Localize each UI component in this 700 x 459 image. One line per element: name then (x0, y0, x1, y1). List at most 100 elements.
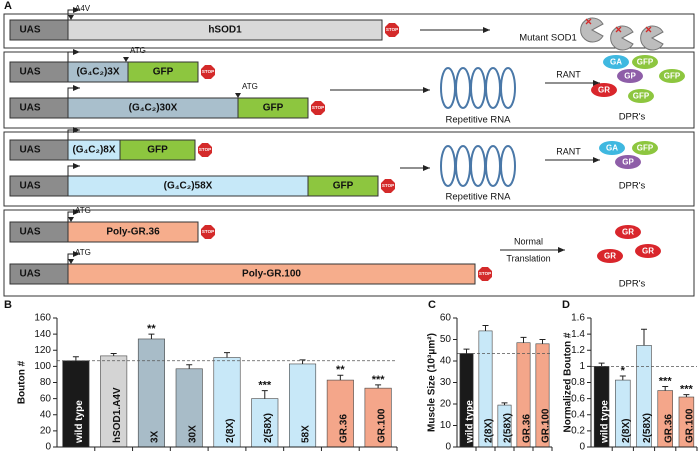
dpr-label: GFP (637, 58, 654, 67)
significance: ** (147, 323, 156, 335)
dpr-label: GFP (637, 144, 654, 153)
x-tick-label: wild type (74, 400, 85, 444)
error-bar (641, 328, 647, 346)
panel-label: D (562, 299, 570, 311)
y-tick-label: 60 (440, 313, 452, 324)
rna-coil (440, 67, 456, 109)
stop-sign (384, 22, 400, 38)
promoter-arrow (67, 127, 80, 140)
protein-icon (640, 25, 664, 51)
y-axis-label: Normalized Bouton # (563, 332, 574, 432)
stop-label: STOP (479, 271, 491, 276)
panel-label: A (4, 0, 12, 12)
stop-label: STOP (312, 105, 324, 110)
dpr-icon (591, 83, 617, 97)
promoter-label: UAS (19, 227, 40, 238)
x-tick-label: wild type (600, 400, 611, 444)
x-tick-label: GR.100 (541, 408, 552, 443)
site-marker (235, 93, 241, 98)
rna-coil (470, 145, 486, 187)
construct-segment (127, 61, 199, 83)
error-bar (501, 402, 508, 406)
y-tick-label: 0 (579, 442, 585, 453)
y-tick-label: 50 (440, 334, 452, 345)
dpr-label: GR (598, 86, 610, 95)
dpr-label: GFP (633, 92, 650, 101)
x-tick-label: 58X (301, 425, 312, 443)
dpr-label: GA (606, 144, 618, 153)
dpr-icon (615, 225, 641, 239)
y-tick-label: 10 (440, 420, 452, 431)
x-tick-label: 3X (150, 430, 161, 443)
y-tick-label: 1.4 (571, 329, 585, 340)
error-bar (463, 348, 470, 354)
dpr-label: GR (642, 247, 654, 256)
site-label: A4V (75, 4, 91, 13)
promoter-label: UAS (19, 67, 40, 78)
stop-sign (310, 100, 326, 116)
segment-label: Poly-GR.100 (242, 269, 301, 280)
x-tick-label: 2(8X) (621, 419, 632, 443)
x-tick-label: GR.100 (685, 408, 696, 443)
x-tick-label: hSOD1.A4V (112, 387, 123, 443)
panel-label: C (428, 299, 436, 311)
intermediate-label: Repetitive RNA (446, 192, 512, 203)
y-tick-label: 1.6 (571, 313, 585, 324)
axes (590, 318, 697, 448)
error-bar (598, 362, 605, 367)
rna-coil (500, 67, 516, 109)
y-tick-label: 0.6 (571, 393, 585, 404)
significance: *** (680, 384, 694, 396)
site-marker (123, 57, 129, 62)
stop-sign (380, 178, 396, 194)
y-tick-label: 1.2 (571, 345, 585, 356)
y-tick-label: 160 (34, 313, 51, 324)
segment-label: (G₄C₂)3X (76, 67, 119, 78)
error-bar (110, 352, 117, 356)
bar (62, 360, 90, 448)
x-tick-label: 2(58X) (503, 413, 514, 443)
process-label: RANT (556, 146, 581, 156)
dpr-icon (615, 155, 641, 169)
rna-coil (440, 145, 456, 187)
x-tick-label: 2(58X) (642, 413, 653, 443)
dpr-icon (617, 69, 643, 83)
segment-label: GFP (263, 103, 284, 114)
promoter-label: UAS (19, 145, 40, 156)
stop-label: STOP (202, 229, 214, 234)
y-tick-label: 80 (40, 377, 52, 388)
protein-icon (610, 25, 634, 51)
stop-sign (200, 224, 216, 240)
y-tick-label: 40 (440, 356, 452, 367)
promoter-label: UAS (19, 25, 40, 36)
site-label: ATG (130, 46, 146, 55)
mutation-cross (615, 26, 622, 33)
rna-coil (485, 67, 501, 109)
segment-label: Poly-GR.36 (106, 227, 160, 238)
dpr-icon (628, 89, 654, 103)
mutation-cross (645, 26, 652, 33)
significance: * (621, 365, 626, 377)
dpr-icon (632, 141, 658, 155)
dpr-label: GR (622, 228, 634, 237)
y-tick-label: 60 (40, 393, 52, 404)
error-bar (224, 352, 230, 358)
x-tick-label: 2(8X) (484, 419, 495, 443)
stop-label: STOP (382, 183, 394, 188)
error-bar (482, 325, 489, 331)
promoter-arrow (67, 209, 80, 222)
segment-label: hSOD1 (208, 25, 242, 36)
construct-segment (237, 97, 309, 119)
x-tick-label: GR.100 (376, 408, 387, 443)
segment-label: GFP (153, 67, 174, 78)
y-tick-label: 30 (440, 377, 452, 388)
dpr-icon (659, 69, 685, 83)
construct-segment (307, 175, 379, 197)
promoter-arrow (67, 85, 80, 98)
construct-frame (3, 209, 695, 297)
segment-label: (G₄C₂)30X (129, 103, 178, 114)
significance: *** (659, 375, 673, 387)
segment-label: GFP (147, 145, 168, 156)
site-marker (68, 15, 74, 20)
